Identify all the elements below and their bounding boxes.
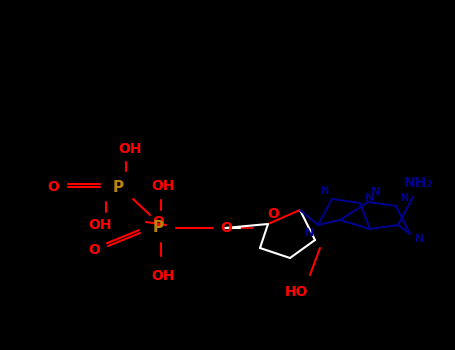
Text: N: N	[320, 186, 328, 196]
Text: OH: OH	[88, 218, 112, 232]
Text: O: O	[88, 243, 100, 257]
Text: N: N	[371, 187, 381, 197]
Text: N: N	[365, 193, 374, 203]
Text: N: N	[305, 228, 314, 238]
Text: O: O	[152, 215, 164, 229]
Text: O: O	[47, 180, 59, 194]
Text: OH: OH	[151, 179, 175, 193]
Text: N: N	[400, 193, 408, 203]
Text: NH₂: NH₂	[404, 176, 433, 190]
Text: N: N	[415, 234, 425, 244]
Text: OH: OH	[151, 269, 175, 283]
Text: P: P	[152, 220, 163, 236]
Text: O: O	[220, 221, 232, 235]
Text: P: P	[112, 180, 124, 195]
Text: O: O	[267, 207, 279, 221]
Text: OH: OH	[118, 142, 142, 156]
Text: HO: HO	[285, 285, 309, 299]
